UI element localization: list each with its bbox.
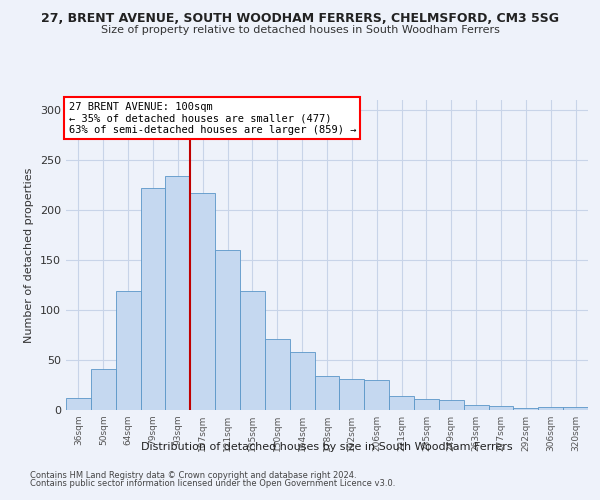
Bar: [514, 408, 538, 410]
Bar: [314, 376, 340, 410]
Bar: [265, 339, 290, 410]
Bar: [439, 400, 464, 410]
Text: Contains public sector information licensed under the Open Government Licence v3: Contains public sector information licen…: [30, 478, 395, 488]
Y-axis label: Number of detached properties: Number of detached properties: [25, 168, 34, 342]
Bar: [340, 379, 364, 410]
Bar: [91, 369, 116, 410]
Bar: [538, 407, 563, 410]
Bar: [140, 188, 166, 410]
Bar: [389, 396, 414, 410]
Bar: [290, 352, 314, 410]
Text: Contains HM Land Registry data © Crown copyright and database right 2024.: Contains HM Land Registry data © Crown c…: [30, 471, 356, 480]
Bar: [464, 405, 488, 410]
Bar: [488, 406, 514, 410]
Bar: [116, 291, 140, 410]
Bar: [414, 399, 439, 410]
Bar: [215, 250, 240, 410]
Bar: [240, 291, 265, 410]
Bar: [190, 193, 215, 410]
Text: Distribution of detached houses by size in South Woodham Ferrers: Distribution of detached houses by size …: [141, 442, 513, 452]
Text: Size of property relative to detached houses in South Woodham Ferrers: Size of property relative to detached ho…: [101, 25, 499, 35]
Bar: [364, 380, 389, 410]
Text: 27 BRENT AVENUE: 100sqm
← 35% of detached houses are smaller (477)
63% of semi-d: 27 BRENT AVENUE: 100sqm ← 35% of detache…: [68, 102, 356, 134]
Bar: [166, 176, 190, 410]
Bar: [66, 398, 91, 410]
Bar: [563, 407, 588, 410]
Text: 27, BRENT AVENUE, SOUTH WOODHAM FERRERS, CHELMSFORD, CM3 5SG: 27, BRENT AVENUE, SOUTH WOODHAM FERRERS,…: [41, 12, 559, 26]
